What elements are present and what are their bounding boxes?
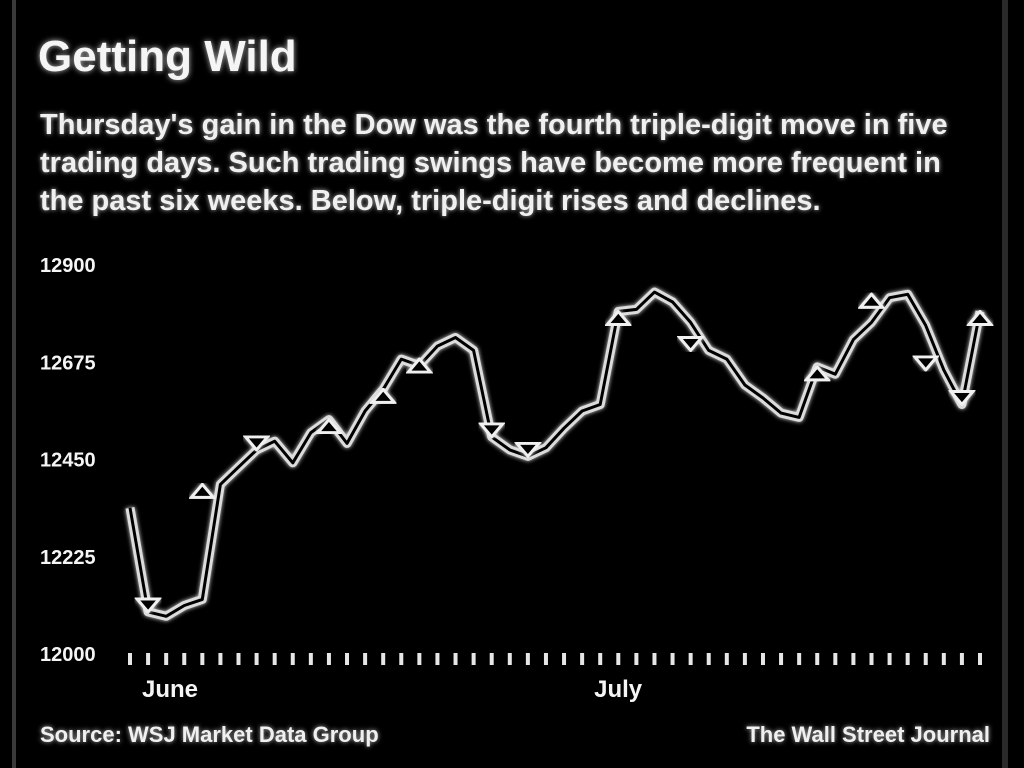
right-border	[1002, 0, 1008, 768]
source-note: Source: WSJ Market Data Group	[40, 722, 379, 747]
chart-title: Getting Wild	[38, 32, 297, 81]
rise-arrow-2	[188, 482, 217, 600]
triple-digit-moves	[133, 291, 995, 615]
y-axis-labels: 12000 12225 12450 12675 12900	[40, 255, 96, 666]
rise-arrow-12	[857, 291, 886, 340]
decline-arrow-13	[911, 294, 940, 373]
month-label-july: July	[594, 676, 643, 703]
arrow-head	[188, 482, 217, 499]
arrow-head	[314, 417, 344, 435]
arrow-head	[947, 389, 977, 407]
arrow-head	[405, 356, 434, 374]
decline-arrow-14	[947, 369, 977, 407]
series-lines	[125, 287, 985, 621]
left-border	[12, 0, 16, 768]
rise-arrow-5	[368, 387, 398, 424]
rise-arrow-9	[604, 309, 633, 405]
y-tick-label-12225: 12225	[40, 547, 96, 569]
dow-line-inner	[128, 290, 982, 618]
decline-arrow-3	[242, 410, 271, 453]
publisher-credit: The Wall Street Journal	[746, 722, 990, 747]
arrow-head	[242, 435, 271, 453]
decline-arrow-10	[676, 302, 705, 353]
arrow-head	[604, 309, 633, 327]
arrow-head	[513, 441, 543, 459]
y-tick-label-12900: 12900	[40, 255, 96, 277]
decline-arrow-8	[513, 417, 543, 459]
y-tick-label-12675: 12675	[40, 352, 96, 374]
gridlines	[122, 261, 980, 559]
chart-subtitle: Thursday's gain in the Dow was the fourt…	[40, 109, 948, 217]
arrow-head	[676, 335, 705, 353]
arrow-head	[802, 364, 832, 382]
y-tick-label-12450: 12450	[40, 450, 96, 472]
arrow-head	[133, 597, 163, 615]
x-axis: June July	[127, 650, 982, 703]
decline-arrow-7	[477, 350, 506, 440]
rise-arrow-6	[405, 356, 434, 390]
rise-arrow-11	[802, 364, 832, 418]
arrow-head	[911, 355, 940, 373]
y-tick-label-12000: 12000	[40, 644, 96, 666]
rise-arrow-4	[314, 417, 344, 450]
month-label-june: June	[142, 676, 198, 703]
arrow-head	[857, 291, 886, 309]
decline-arrow-1	[133, 507, 163, 615]
arrow-head	[368, 387, 398, 404]
rise-arrow-15	[965, 309, 995, 405]
arrow-head	[965, 309, 995, 327]
arrow-head	[477, 422, 506, 440]
